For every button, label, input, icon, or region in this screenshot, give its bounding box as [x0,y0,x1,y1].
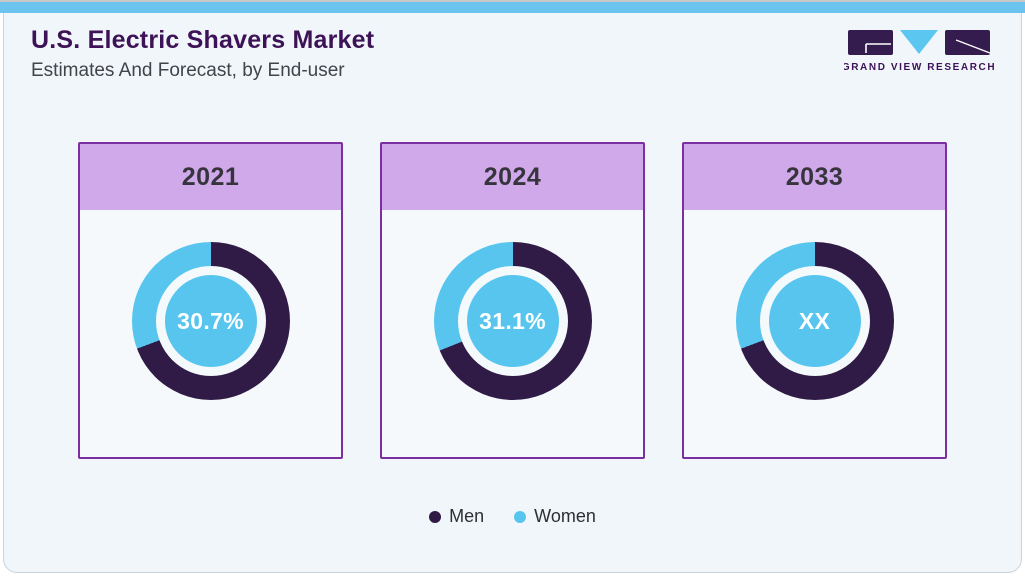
donut-center-value: XX [798,307,831,334]
donut-center-value: 30.7% [177,307,244,334]
donut-center-circle: 30.7% [164,275,257,367]
year-card-2024: 2024 31.1% [380,142,645,459]
logo-r-block [945,30,990,55]
report-panel: U.S. Electric Shavers Market Estimates A… [3,1,1022,573]
men-legend-label: Men [449,506,485,526]
card-header: 2024 [382,144,643,210]
year-card-2033: 2033 XX [682,142,947,459]
title-block: U.S. Electric Shavers Market Estimates A… [31,26,374,82]
legend: Men Women [31,506,994,527]
grand-view-research-logo: GRAND VIEW RESEARCH [844,30,994,73]
header: U.S. Electric Shavers Market Estimates A… [31,26,994,82]
donut-center-value: 31.1% [479,307,546,334]
logo-r-leg [955,39,991,54]
logo-g-notch [865,43,891,53]
logo-wordmark: GRAND VIEW RESEARCH [844,62,994,73]
card-year-label: 2021 [181,162,240,191]
donut-chart-2021: 30.7% [131,242,290,400]
card-year-label: 2024 [483,162,542,191]
page-title: U.S. Electric Shavers Market [31,26,375,54]
card-header: 2021 [80,144,341,210]
logo-v-triangle [900,30,938,54]
legend-item-women: Women [514,506,596,527]
donut-center-circle: 31.1% [466,275,559,367]
donut-hole: 30.7% [155,266,266,376]
legend-item-men: Men [429,506,484,527]
page-subtitle: Estimates And Forecast, by End-user [31,60,345,81]
donut-center-circle: XX [768,275,861,367]
gvr-logo-mark [848,30,991,55]
men-legend-dot [429,510,442,523]
card-year-label: 2033 [785,162,844,191]
top-hairline [0,0,1025,2]
donut-hole: 31.1% [457,266,568,376]
charts-row: 2021 30.7% 2024 31.1% [31,142,994,459]
donut-chart-2024: 31.1% [433,242,592,400]
year-card-2021: 2021 30.7% [78,142,343,459]
women-legend-label: Women [534,506,596,526]
donut-hole: XX [759,266,870,376]
top-accent-bar [0,2,1025,13]
logo-g-block [848,30,893,55]
card-header: 2033 [684,144,945,210]
women-legend-dot [514,510,527,523]
donut-chart-2033: XX [735,242,894,400]
